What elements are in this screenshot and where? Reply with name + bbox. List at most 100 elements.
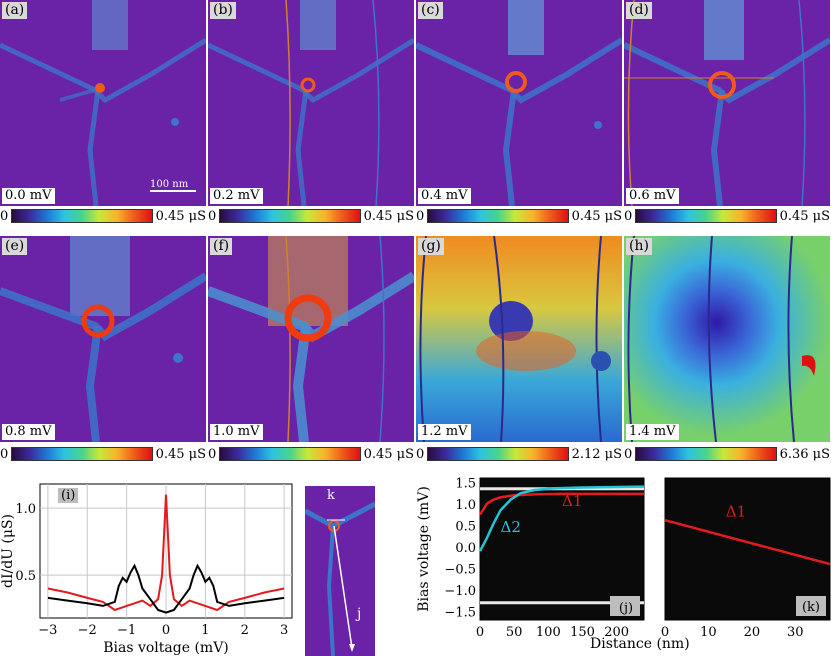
line-cut-map: k j [305,486,375,656]
map-panel-e: (e) 0.8 mV [0,236,206,442]
colorbar-max: 0.45 μS [779,208,830,224]
series-line-red [47,494,285,612]
x-tick-label: 0 [476,625,484,640]
conductance-map [0,0,206,206]
colorbar-gradient [11,447,153,461]
spectra-chart: −3 −2 −1 0 1 2 3 0.5 1.0 Bias voltage (mV) dI/dU (… [0,483,293,656]
x-tick-label: 10 [700,625,717,640]
x-tick-label: 0 [162,623,170,638]
y-tick-label: 0.0 [455,541,476,556]
x-tick-label: 2 [241,623,249,638]
bias-value: 1.2 mV [418,424,471,440]
colorbar-h: 0 6.36 μS [624,446,830,462]
series-line-black [47,563,285,614]
conductance-map [416,0,622,206]
colorbar-max: 0.45 μS [571,208,622,224]
colorbar-gradient [635,209,777,223]
panel-label: (h) [626,238,652,255]
chart-j-label: (j) [619,601,633,616]
colorbar-max: 0.45 μS [155,208,206,224]
colorbar-a: 0 0.45 μS [0,208,206,224]
y-axis-label: Bias voltage (mV) [416,486,432,612]
colorbar-gradient [219,209,361,223]
map-panel-d: (d) 0.6 mV [624,0,830,206]
bias-value: 0.0 mV [2,188,55,204]
colorbar-b: 0 0.45 μS [208,208,414,224]
x-tick-label: −3 [38,623,57,638]
conductance-map [208,236,414,442]
map-panel-a: (a) 0.0 mV 100 nm [0,0,206,206]
bias-value: 0.4 mV [418,188,471,204]
x-axis-label: Bias voltage (mV) [103,640,229,656]
panel-label: (e) [2,238,28,255]
colorbar-gradient [11,209,153,223]
y-tick-label: 1.5 [455,476,476,491]
scale-bar [150,190,196,192]
colorbar-max: 0.45 μS [363,446,414,462]
colorbar-min: 0 [416,208,425,224]
colorbar-gradient [219,447,361,461]
x-tick-label: 0 [661,625,669,640]
colorbar-f: 0 0.45 μS [208,446,414,462]
bias-value: 1.4 mV [626,424,679,440]
colorbar-gradient [427,447,569,461]
delta1-label: Δ1 [562,492,582,510]
series-line-Δ2 [478,485,645,552]
x-tick-label: 200 [604,625,629,640]
colorbar-min: 0 [624,208,633,224]
line-j-label: j [357,606,362,622]
x-tick-label: 150 [570,625,595,640]
colorbar-gradient [635,447,777,461]
panel-label: (b) [210,2,236,19]
series-line-Δ1 [478,492,644,516]
label-background [796,596,826,616]
line-profile-j: 1.5 1.0 0.5 0.0 −0.5 −1.0 −1.50 50 100 150 200 Δ2 Δ1… [416,476,645,640]
conductance-map [416,236,622,442]
series-line-Δ1 [664,518,831,566]
x-tick-label: 1 [201,623,209,638]
y-axis-label: dI/dU (μS) [0,514,16,588]
colorbar-min: 0 [0,208,9,224]
scale-bar-label: 100 nm [150,179,189,190]
delta1-label: Δ1 [726,503,746,521]
panel-label: (g) [418,238,444,255]
chart-i-label: (i) [58,488,79,503]
map-panel-g: (g) 1.2 mV [416,236,622,442]
colorbar-min: 0 [208,208,217,224]
conductance-map [624,0,830,206]
conductance-map [624,236,830,442]
line-profile-k: 0 10 20 30 Δ1 (k) [661,477,831,640]
x-tick-label: 30 [787,625,804,640]
x-tick-label: 3 [280,623,288,638]
label-background [610,596,640,616]
map-panel-f: (f) 1.0 mV [208,236,414,442]
bias-value: 1.0 mV [210,424,263,440]
x-tick-label: 50 [506,625,523,640]
shared-xlabel: Distance (nm) [590,636,690,652]
panel-label: (a) [2,2,28,19]
colorbar-max: 6.36 μS [779,446,830,462]
colorbar-d: 0 0.45 μS [624,208,830,224]
x-tick-label: 100 [536,625,561,640]
map-panel-h: (h) 1.4 mV [624,236,830,442]
colorbar-max: 0.45 μS [363,208,414,224]
panel-label: (c) [418,2,443,19]
map-panel-b: (b) 0.2 mV [208,0,414,206]
bias-value: 0.8 mV [2,424,55,440]
y-tick-label: 1.0 [455,498,476,513]
y-tick-label: 0.5 [455,519,476,534]
y-tick-label: −0.5 [444,562,476,577]
panel-label: (f) [210,238,233,255]
bias-value: 0.2 mV [210,188,263,204]
y-tick-label: 0.5 [15,569,36,584]
colorbar-gradient [427,209,569,223]
line-k-label: k [327,488,335,503]
x-tick-label: 20 [744,625,761,640]
colorbar-min: 0 [0,446,9,462]
conductance-map [0,236,206,442]
colorbar-max: 2.12 μS [571,446,622,462]
x-tick-label: −2 [78,623,97,638]
colorbar-min: 0 [208,446,217,462]
colorbar-c: 0 0.45 μS [416,208,622,224]
colorbar-g: 0 2.12 μS [416,446,622,462]
